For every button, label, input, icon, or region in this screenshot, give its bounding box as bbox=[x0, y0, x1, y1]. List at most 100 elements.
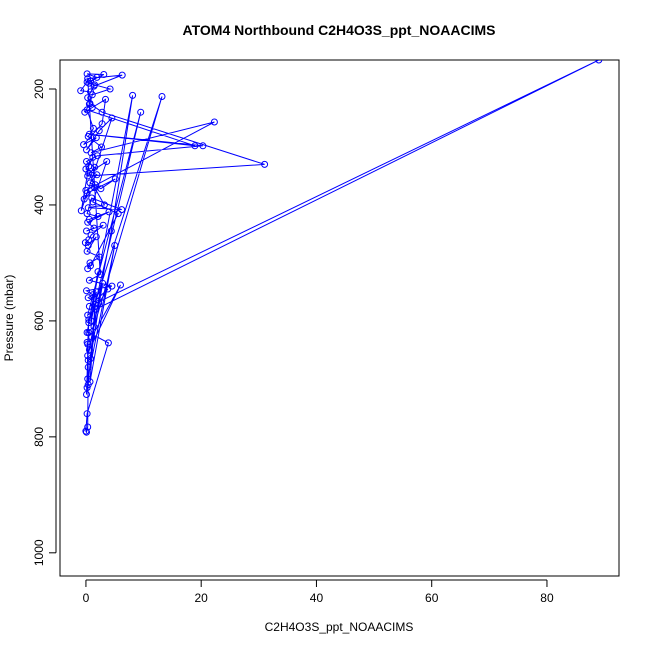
data-point bbox=[84, 356, 92, 364]
data-point bbox=[84, 75, 92, 83]
data-point bbox=[98, 108, 106, 116]
data-point bbox=[90, 82, 98, 90]
data-point bbox=[90, 224, 98, 232]
x-axis: 0 20 40 60 80 bbox=[83, 579, 554, 605]
data-point bbox=[84, 172, 92, 180]
x-tick-label: 60 bbox=[425, 591, 439, 605]
data-point bbox=[83, 158, 90, 165]
data-point bbox=[91, 181, 99, 189]
data-point bbox=[85, 316, 93, 324]
data-point bbox=[117, 281, 124, 289]
data-point bbox=[191, 142, 199, 150]
data-point bbox=[80, 195, 88, 203]
chart-title: ATOM4 Northbound C2H4O3S_ppt_NOAACIMS bbox=[183, 22, 496, 38]
data-point bbox=[82, 427, 90, 435]
data-point bbox=[83, 247, 91, 255]
data-point bbox=[104, 339, 112, 347]
data-point bbox=[210, 118, 218, 126]
data-point bbox=[91, 184, 99, 192]
y-tick-label: 1000 bbox=[32, 539, 46, 566]
data-point bbox=[108, 114, 116, 122]
x-tick-label: 0 bbox=[83, 591, 90, 605]
data-point bbox=[87, 149, 95, 157]
data-point bbox=[104, 285, 112, 293]
data-point bbox=[114, 210, 122, 218]
y-axis-label: Pressure (mbar) bbox=[2, 275, 16, 362]
data-point bbox=[83, 78, 91, 86]
y-tick-label: 400 bbox=[32, 195, 46, 215]
data-point bbox=[94, 268, 102, 276]
data-point bbox=[85, 276, 93, 284]
data-point bbox=[83, 210, 91, 218]
data-point bbox=[129, 91, 137, 99]
data-point bbox=[84, 311, 92, 319]
data-point bbox=[85, 130, 93, 138]
data-point bbox=[99, 279, 107, 287]
data-point bbox=[83, 410, 91, 418]
data-point bbox=[83, 106, 91, 114]
data-point bbox=[94, 152, 101, 160]
data-point bbox=[84, 294, 92, 302]
data-point bbox=[77, 207, 85, 215]
y-tick-label: 800 bbox=[32, 427, 46, 447]
data-point bbox=[95, 127, 103, 135]
data-point bbox=[86, 259, 94, 267]
x-axis-label: C2H4O3S_ppt_NOAACIMS bbox=[265, 620, 414, 634]
data-point bbox=[105, 208, 113, 216]
data-point bbox=[91, 163, 99, 171]
x-tick-label: 80 bbox=[540, 591, 554, 605]
data-layer bbox=[77, 60, 603, 436]
data-point bbox=[92, 233, 100, 241]
data-point bbox=[83, 227, 90, 235]
data-point bbox=[94, 213, 102, 220]
data-point bbox=[89, 124, 97, 132]
data-point bbox=[80, 141, 88, 149]
data-point bbox=[85, 319, 93, 327]
data-point bbox=[88, 194, 96, 202]
data-point bbox=[106, 85, 114, 93]
data-point bbox=[137, 108, 145, 116]
data-point bbox=[92, 305, 100, 313]
data-point bbox=[88, 91, 96, 99]
data-point bbox=[85, 329, 93, 336]
data-point bbox=[87, 262, 94, 270]
data-point bbox=[100, 71, 108, 78]
data-point bbox=[93, 73, 101, 81]
data-point bbox=[82, 186, 90, 194]
data-point bbox=[85, 302, 93, 310]
data-point bbox=[77, 87, 85, 95]
data-point bbox=[95, 300, 103, 307]
data-point bbox=[103, 158, 111, 165]
series-line bbox=[79, 60, 600, 434]
data-point bbox=[83, 287, 90, 295]
y-axis: 200 400 600 800 1000 bbox=[32, 79, 57, 566]
x-tick-label: 20 bbox=[195, 591, 209, 605]
data-point bbox=[84, 423, 92, 431]
data-point bbox=[83, 70, 91, 78]
data-point bbox=[92, 288, 100, 296]
data-point bbox=[102, 95, 109, 103]
data-point bbox=[199, 142, 207, 150]
data-point bbox=[86, 100, 94, 107]
data-point bbox=[595, 60, 603, 64]
data-point bbox=[98, 120, 106, 128]
data-point bbox=[93, 171, 101, 179]
data-point bbox=[83, 391, 90, 398]
data-point bbox=[100, 201, 108, 209]
data-point bbox=[90, 323, 98, 331]
data-point bbox=[118, 71, 126, 79]
data-point bbox=[96, 253, 104, 261]
data-point bbox=[99, 221, 107, 229]
data-point bbox=[81, 108, 89, 116]
data-point bbox=[118, 206, 126, 214]
data-point bbox=[89, 198, 97, 206]
x-tick-label: 40 bbox=[310, 591, 324, 605]
y-tick-label: 200 bbox=[32, 79, 46, 99]
data-point bbox=[84, 363, 92, 371]
plot-frame bbox=[59, 59, 620, 577]
data-point bbox=[98, 143, 105, 151]
data-point bbox=[111, 175, 119, 183]
data-point bbox=[261, 160, 269, 168]
data-point bbox=[84, 218, 92, 226]
